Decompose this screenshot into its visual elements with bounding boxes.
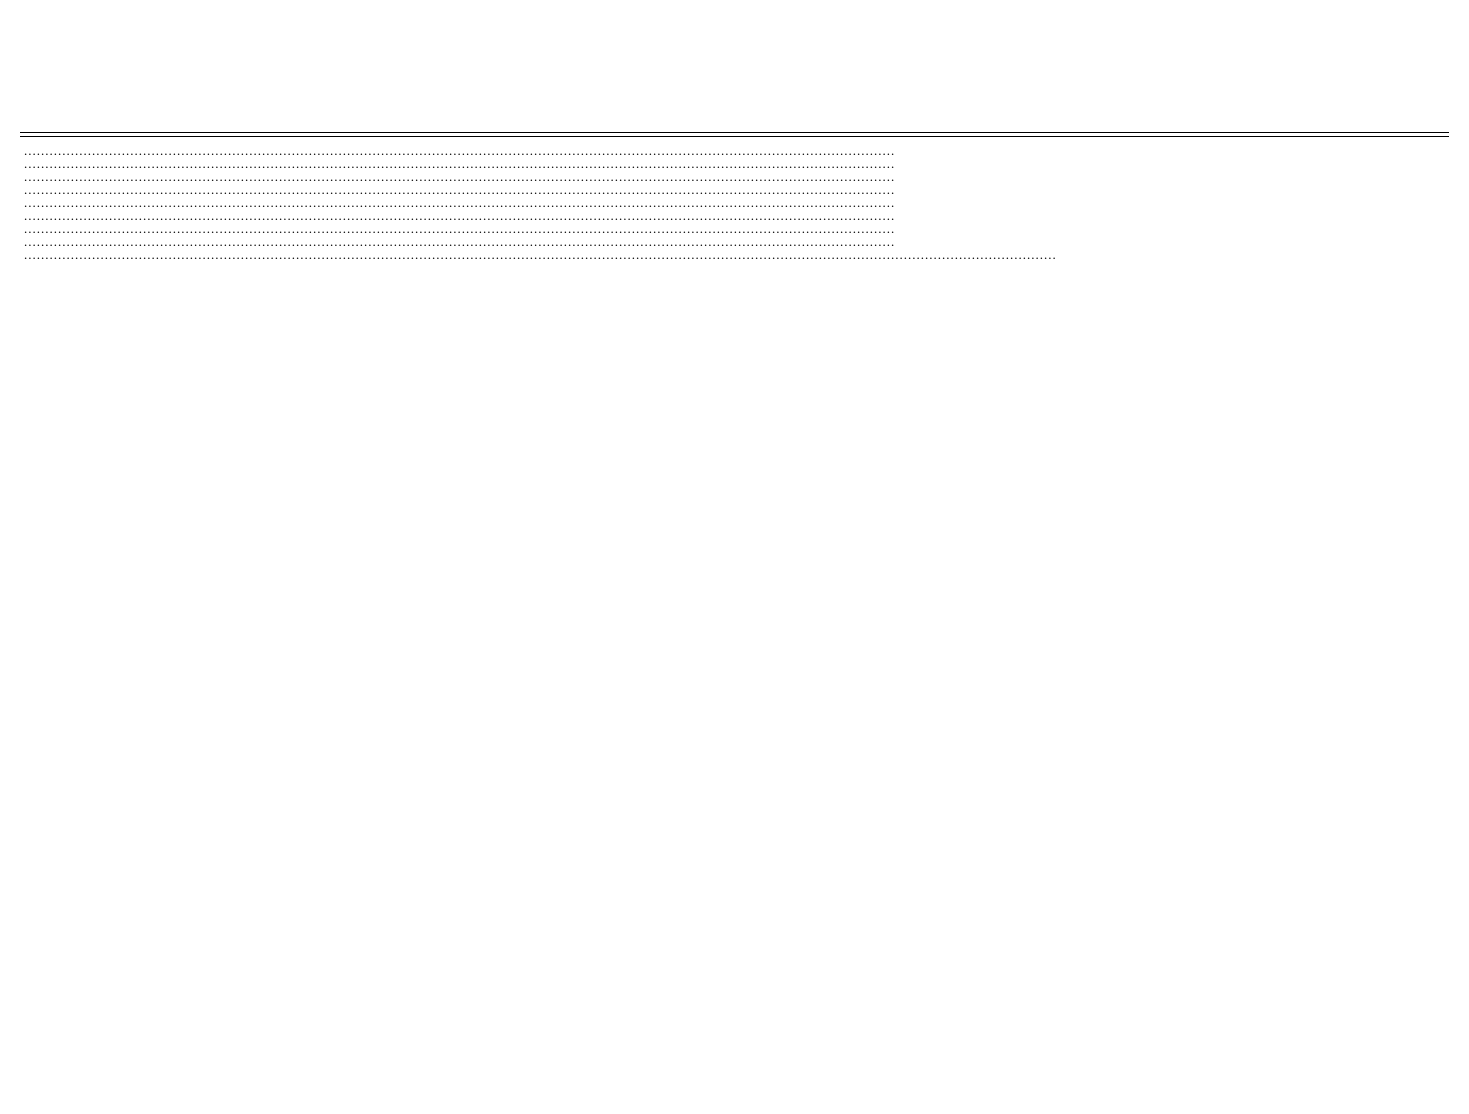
toc-row <box>20 173 1060 186</box>
toc-leader <box>24 160 896 173</box>
toc-row <box>20 147 1060 160</box>
toc-leader <box>24 238 896 251</box>
toc-leader <box>24 147 896 160</box>
toc-leader <box>24 173 896 186</box>
toc-row <box>20 160 1060 173</box>
column-headers <box>20 102 1449 128</box>
toc-row <box>20 212 1060 225</box>
toc-leader <box>24 212 896 225</box>
toc-row <box>20 225 1060 238</box>
page <box>0 0 1469 1114</box>
toc-leader <box>24 186 896 199</box>
toc-leader <box>24 225 896 238</box>
toc-leader <box>24 199 896 212</box>
toc-row <box>20 238 1060 251</box>
toc-row <box>20 186 1060 199</box>
toc <box>20 147 1060 264</box>
toc-row <box>20 251 1060 264</box>
header-rule <box>20 132 1449 137</box>
toc-leader <box>24 251 1056 264</box>
toc-row <box>20 199 1060 212</box>
